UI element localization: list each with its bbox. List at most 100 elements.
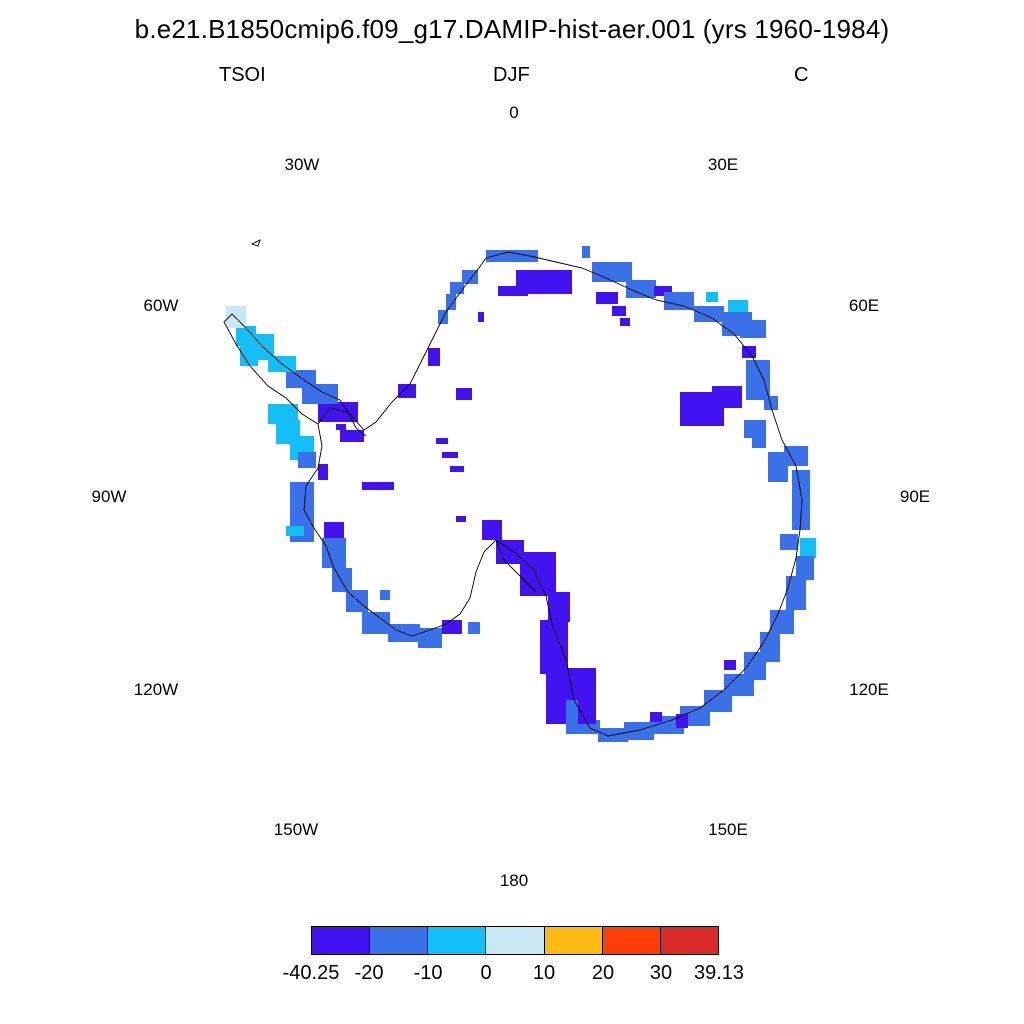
grid-cell (664, 292, 694, 310)
coastline-main (303, 251, 803, 737)
colorbar-label: 30 (649, 962, 673, 984)
grid-cell (398, 384, 416, 398)
colorbar-label: 20 (591, 962, 615, 984)
grid-cell (796, 556, 814, 580)
grid-cell (286, 526, 304, 536)
grid-cell (704, 690, 732, 712)
grid-cell (456, 516, 466, 522)
lon-label-150e: 150E (708, 820, 748, 839)
colorbar (311, 926, 719, 955)
grid-cell (302, 384, 338, 404)
grid-cell (236, 326, 256, 346)
grid-cell (596, 292, 618, 304)
grid-cell (624, 722, 654, 740)
grid-cell (694, 306, 724, 322)
grid-cell (740, 320, 766, 338)
grid-cell (340, 430, 364, 442)
lon-label-150w: 150W (273, 820, 319, 839)
coastline-ross-ice-shelf (495, 539, 537, 593)
season-label: DJF (493, 64, 530, 86)
coastline-peninsula (223, 313, 349, 425)
grid-cell (582, 246, 590, 258)
colorbar-label: -10 (413, 962, 443, 984)
grid-cell (462, 270, 478, 284)
grid-cell (780, 534, 798, 550)
grid-cell (654, 286, 672, 296)
colorbar-bin-3 (428, 927, 487, 954)
grid-cell (650, 712, 662, 722)
plot-title: b.e21.B1850cmip6.f09_g17.DAMIP-hist-aer.… (134, 14, 890, 44)
grid-cell (498, 286, 528, 296)
colorbar-label: -40.25 (282, 962, 340, 984)
coastline-ronne-ice-shelf (347, 411, 367, 437)
grid-cell (496, 540, 524, 564)
colorbar-bin-7 (660, 927, 718, 954)
grid-cell (768, 452, 788, 482)
antarctica-map (223, 239, 816, 742)
grid-cell (446, 294, 456, 310)
grid-cell (800, 538, 816, 558)
lon-label-0: 0 (509, 103, 519, 122)
variable-label: TSOI (219, 64, 266, 86)
grid-cell (442, 452, 458, 458)
grid-cell (520, 552, 556, 596)
lon-label-90e: 90E (899, 487, 931, 506)
grid-cell (336, 424, 346, 430)
colorbar-bin-4 (486, 927, 545, 954)
island-south-shetland (250, 239, 261, 247)
grid-cell (706, 292, 718, 302)
colorbar-label: -20 (354, 962, 384, 984)
lon-label-90w: 90W (91, 487, 127, 506)
grid-cell (318, 464, 328, 480)
grid-cell (322, 538, 346, 568)
grid-cell (712, 386, 742, 408)
colorbar-bin-6 (602, 927, 661, 954)
lon-label-30e: 30E (707, 155, 739, 174)
grid-cell (784, 446, 808, 466)
grid-cell (676, 714, 688, 728)
grid-cell (482, 520, 502, 540)
lon-label-180: 180 (499, 871, 529, 890)
grid-cell (592, 262, 632, 282)
grid-cell (362, 482, 394, 490)
grid-cell (548, 592, 570, 622)
grid-cell (456, 388, 472, 400)
grid-cell (268, 404, 298, 424)
colorbar-bin-1 (312, 927, 371, 954)
tsoi-grid-cells (226, 246, 816, 742)
grid-cell (240, 344, 258, 366)
grid-cell (418, 628, 442, 648)
grid-cell (792, 470, 810, 530)
grid-cell (362, 612, 390, 634)
grid-cell (380, 590, 390, 600)
lon-label-60w: 60W (143, 296, 179, 315)
grid-cell (324, 522, 344, 538)
grid-cell (764, 396, 778, 410)
lon-label-120e: 120E (849, 680, 889, 699)
grid-cell (724, 660, 736, 670)
colorbar-bin-2 (370, 927, 429, 954)
coastline (223, 239, 803, 737)
grid-cell (486, 250, 538, 262)
grid-cell (450, 466, 464, 472)
grid-cell (332, 568, 352, 592)
colorbar-bin-5 (544, 927, 603, 954)
grid-cell (298, 452, 316, 468)
grid-cell (566, 700, 578, 724)
grid-cell (318, 402, 358, 422)
grid-cell (478, 312, 484, 322)
lon-label-60e: 60E (848, 296, 880, 315)
lon-label-120w: 120W (133, 680, 179, 699)
units-label: C (794, 64, 809, 86)
grid-cell (620, 318, 630, 326)
grid-cell (752, 428, 766, 448)
grid-cell (450, 282, 464, 294)
grid-cell (428, 348, 440, 366)
colorbar-label: 0 (480, 962, 492, 984)
grid-cell (442, 620, 462, 634)
grid-cell (436, 438, 448, 444)
grid-cell (786, 576, 806, 610)
grid-cell (468, 622, 480, 634)
grid-cell (612, 306, 626, 316)
grid-cell (626, 280, 656, 298)
